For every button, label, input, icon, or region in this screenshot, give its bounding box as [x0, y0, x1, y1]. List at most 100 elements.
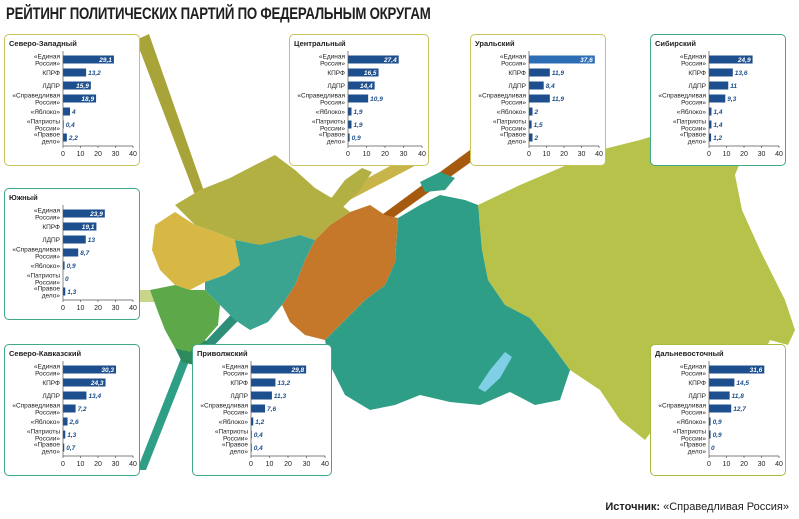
category-label: «Единая Россия»	[34, 54, 61, 68]
bar	[348, 94, 369, 103]
category-label-line: «Единая	[680, 364, 707, 371]
category-label-line: «Единая	[34, 54, 61, 61]
value-label: 11,3	[274, 393, 287, 400]
category-label-line: дело»	[688, 449, 707, 456]
category-label-line: «Яблоко»	[316, 108, 346, 116]
district-ural	[282, 205, 398, 340]
category-label: «Единая Россия»	[500, 54, 527, 68]
value-label: 8,4	[546, 83, 555, 90]
category-label: КПРФ	[42, 380, 60, 387]
bar	[709, 404, 732, 413]
district-south	[150, 285, 220, 352]
x-tick-label: 20	[560, 151, 568, 158]
category-label-line: «Правое	[500, 132, 527, 139]
value-label: 2	[534, 109, 539, 116]
panel-central: Центральный «Единая Россия» 27,4 КПРФ 16,5 ЛДП…	[289, 34, 429, 166]
category-label: КПРФ	[42, 224, 60, 231]
category-label-line: Россия»	[501, 100, 526, 107]
x-tick-label: 0	[527, 151, 531, 158]
bar	[251, 417, 254, 426]
category-label: «Патриоты России»	[493, 119, 526, 133]
category-label: «Справедливая Россия»	[12, 247, 60, 261]
bar	[709, 391, 730, 400]
category-label: ЛДПР	[230, 393, 248, 400]
value-label: 0	[65, 276, 69, 283]
x-tick-label: 10	[723, 461, 731, 468]
category-label: «Единая Россия»	[680, 54, 707, 68]
bar	[63, 378, 106, 387]
category-label-line: «Справедливая	[12, 403, 60, 410]
value-label: 14,5	[736, 380, 749, 387]
value-label: 1,9	[354, 122, 363, 129]
value-label: 1,4	[713, 122, 722, 129]
value-label: 2,6	[69, 419, 79, 426]
connector-northwest	[136, 34, 212, 216]
category-label-line: «Патриоты	[493, 119, 526, 126]
category-label-line: ЛДПР	[327, 83, 345, 90]
category-label-line: «Правое	[680, 442, 707, 449]
x-tick-label: 0	[61, 461, 65, 468]
x-tick-label: 30	[303, 461, 311, 468]
value-label: 0,9	[713, 419, 722, 426]
x-tick-label: 0	[61, 151, 65, 158]
panel-siberian: Сибирский «Единая Россия» 24,9 КПРФ 13,6 ЛДПР 1…	[650, 34, 786, 166]
category-label: «Патриоты России»	[215, 429, 248, 443]
value-label: 1,2	[255, 419, 264, 426]
category-label: «Яблоко»	[219, 418, 249, 426]
value-label: 37,6	[580, 57, 593, 64]
x-tick-label: 30	[112, 461, 120, 468]
category-label-line: Россия»	[35, 410, 60, 417]
x-tick-label: 40	[418, 151, 426, 158]
value-label: 14,4	[360, 83, 373, 90]
category-label-line: «Яблоко»	[677, 108, 707, 116]
x-tick-label: 20	[94, 461, 102, 468]
category-label-line: Россия»	[681, 410, 706, 417]
category-label: «Единая Россия»	[319, 54, 346, 68]
value-label: 1,3	[67, 289, 76, 296]
category-label-line: Россия»	[35, 215, 60, 222]
category-label-line: КПРФ	[42, 380, 60, 387]
category-label: ЛДПР	[42, 237, 60, 244]
category-label-line: «Правое	[222, 442, 249, 449]
category-label: «Патриоты России»	[312, 119, 345, 133]
category-label: «Яблоко»	[497, 108, 527, 116]
category-label-line: «Единая	[680, 54, 707, 61]
value-label: 1,2	[713, 135, 722, 142]
x-tick-label: 10	[77, 151, 85, 158]
category-label: «Справедливая Россия»	[12, 403, 60, 417]
category-label-line: Россия»	[35, 100, 60, 107]
value-label: 16,5	[364, 70, 377, 77]
category-label: «Патриоты России»	[27, 273, 60, 287]
category-label: «Яблоко»	[31, 108, 61, 116]
category-label: ЛДПР	[42, 393, 60, 400]
bar	[63, 417, 68, 426]
category-label: «Яблоко»	[31, 418, 61, 426]
category-label-line: «Патриоты	[27, 429, 60, 436]
value-label: 0,7	[66, 445, 75, 452]
bar	[63, 430, 66, 439]
bar	[529, 120, 532, 129]
value-label: 0,4	[254, 432, 263, 439]
category-label-line: «Справедливая	[658, 403, 706, 410]
category-label-line: «Единая	[319, 54, 346, 61]
category-label: «Яблоко»	[677, 108, 707, 116]
category-label-line: КПРФ	[688, 70, 706, 77]
category-label: «Правое дело»	[319, 132, 346, 146]
category-label-line: дело»	[42, 293, 61, 300]
category-label-line: КПРФ	[42, 224, 60, 231]
category-label-line: «Яблоко»	[677, 418, 707, 426]
category-label: «Правое дело»	[500, 132, 527, 146]
category-label-line: Россия»	[35, 371, 60, 378]
source-label: Источник:	[605, 501, 661, 513]
category-label-line: Россия»	[320, 100, 345, 107]
category-label-line: «Единая	[34, 364, 61, 371]
category-label-line: КПРФ	[688, 380, 706, 387]
category-label-line: ЛДПР	[42, 393, 60, 400]
category-label-line: дело»	[688, 139, 707, 146]
category-label-line: «Единая	[222, 364, 249, 371]
category-label-line: России»	[681, 436, 706, 443]
x-tick-label: 40	[595, 151, 603, 158]
